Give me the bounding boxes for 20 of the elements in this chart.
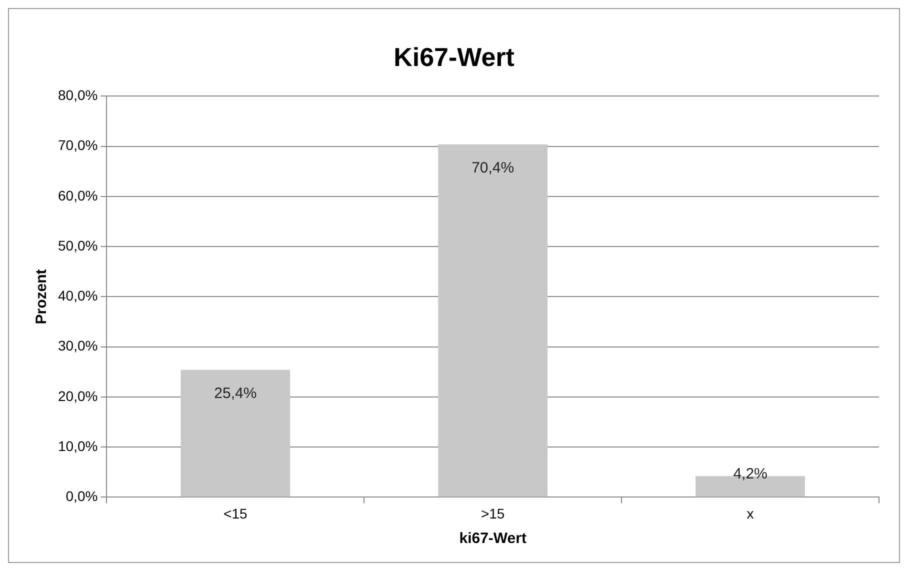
chart-title: Ki67-Wert bbox=[394, 42, 515, 72]
x-tick-label: x bbox=[746, 505, 754, 522]
y-tick-label: 70,0% bbox=[58, 137, 98, 154]
bar bbox=[180, 370, 290, 497]
x-tick-label: >15 bbox=[480, 505, 505, 522]
data-label: 4,2% bbox=[733, 465, 768, 482]
y-tick-label: 0,0% bbox=[66, 488, 98, 504]
y-tick-label: 20,0% bbox=[58, 388, 98, 404]
y-tick-label: 50,0% bbox=[58, 237, 98, 254]
y-tick-label: 60,0% bbox=[58, 187, 98, 204]
y-tick-label: 30,0% bbox=[58, 338, 98, 354]
data-label: 25,4% bbox=[214, 385, 257, 402]
bar bbox=[438, 144, 548, 497]
x-tick-label: <15 bbox=[224, 505, 248, 522]
y-tick-label: 80,0% bbox=[58, 87, 98, 104]
y-tick-label: 10,0% bbox=[58, 438, 98, 454]
y-axis-title: Prozent bbox=[33, 269, 50, 324]
y-tick-label: 40,0% bbox=[58, 288, 98, 304]
x-axis-title: ki67-Wert bbox=[459, 530, 526, 548]
data-label: 70,4% bbox=[472, 159, 514, 176]
